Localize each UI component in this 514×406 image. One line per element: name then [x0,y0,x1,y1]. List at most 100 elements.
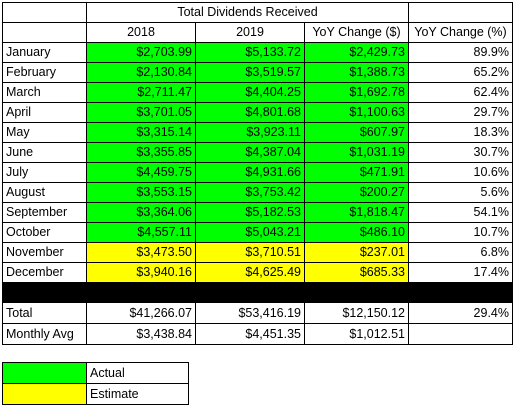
percent-cell: 30.7% [408,142,513,163]
separator-cell [304,282,409,303]
value-cell-y2019: $5,043.21 [195,222,305,243]
value-cell-chg: $2,429.73 [304,42,409,63]
monthly-avg-row: Monthly Avg $3,438.84 $4,451.35 $1,012.51 [2,323,513,345]
table-row: December $3,940.16 $4,625.49 $685.33 17.4% [2,262,513,283]
percent-cell: 89.9% [408,42,513,63]
table-row: January $2,703.99 $5,133.72 $2,429.73 89.9% [2,42,513,63]
percent-cell: 17.4% [408,262,513,283]
value-cell-chg: $1,100.63 [304,102,409,123]
month-cell: April [2,102,87,123]
value-cell-y2019: $5,133.72 [195,42,305,63]
table-row: July $4,459.75 $4,931.66 $471.91 10.6% [2,162,513,183]
value-cell-y2018: $3,940.16 [86,262,196,283]
table-row: November $3,473.50 $3,710.51 $237.01 6.8% [2,242,513,263]
percent-cell: 10.6% [408,162,513,183]
percent-cell: 54.1% [408,202,513,223]
header-yoy-percent: YoY Change (%) [408,22,513,43]
percent-cell: 62.4% [408,82,513,103]
month-cell: September [2,202,87,223]
value-cell-y2018: $4,557.11 [86,222,196,243]
legend-swatch-estimate [2,383,87,405]
value-cell-y2019: $3,710.51 [195,242,305,263]
value-cell-y2018: $3,701.05 [86,102,196,123]
separator-row [2,282,513,303]
total-row-yoy-dollar: $12,150.12 [304,302,409,324]
value-cell-y2018: $3,355.85 [86,142,196,163]
value-cell-y2019: $5,182.53 [195,202,305,223]
separator-cell [408,282,513,303]
value-cell-y2018: $2,703.99 [86,42,196,63]
value-cell-chg: $1,031.19 [304,142,409,163]
value-cell-chg: $200.27 [304,182,409,203]
separator-cell [86,282,196,303]
month-cell: May [2,122,87,143]
table-row: August $3,553.15 $3,753.42 $200.27 5.6% [2,182,513,203]
value-cell-y2018: $3,315.14 [86,122,196,143]
value-cell-y2019: $4,801.68 [195,102,305,123]
month-cell: October [2,222,87,243]
value-cell-y2018: $3,553.15 [86,182,196,203]
value-cell-y2018: $2,711.47 [86,82,196,103]
percent-cell: 5.6% [408,182,513,203]
dividends-table: Total Dividends Received 2018 2019 YoY C… [2,2,513,345]
monthly-avg-row-yoy-dollar: $1,012.51 [304,323,409,345]
month-cell: July [2,162,87,183]
title-row: Total Dividends Received [2,2,513,23]
header-row: 2018 2019 YoY Change ($) YoY Change (%) [2,22,513,43]
table-row: September $3,364.06 $5,182.53 $1,818.47 54.1… [2,202,513,223]
value-cell-y2019: $4,625.49 [195,262,305,283]
monthly-avg-row-yoy-percent [408,323,513,345]
value-cell-chg: $471.91 [304,162,409,183]
month-cell: December [2,262,87,283]
table-row: October $4,557.11 $5,043.21 $486.10 10.7% [2,222,513,243]
value-cell-y2018: $3,364.06 [86,202,196,223]
legend-table: Actual Estimate [2,362,189,405]
total-row: Total $41,266.07 $53,416.19 $12,150.12 29.4% [2,302,513,324]
value-cell-y2019: $3,519.57 [195,62,305,83]
month-cell: August [2,182,87,203]
header-2019: 2019 [195,22,305,43]
total-row-label: Total [2,302,87,324]
table-row: April $3,701.05 $4,801.68 $1,100.63 29.7% [2,102,513,123]
month-cell: March [2,82,87,103]
table-row: March $2,711.47 $4,404.25 $1,692.78 62.4% [2,82,513,103]
total-row-2019: $53,416.19 [195,302,305,324]
legend-row: Estimate [2,383,189,405]
value-cell-y2018: $3,473.50 [86,242,196,263]
value-cell-chg: $1,388.73 [304,62,409,83]
monthly-avg-row-2019: $4,451.35 [195,323,305,345]
percent-cell: 10.7% [408,222,513,243]
value-cell-chg: $1,818.47 [304,202,409,223]
monthly-avg-row-label: Monthly Avg [2,323,87,345]
value-cell-chg: $237.01 [304,242,409,263]
legend-label: Actual [86,362,189,384]
percent-cell: 65.2% [408,62,513,83]
separator-cell [2,282,87,303]
month-cell: November [2,242,87,263]
value-cell-y2019: $3,923.11 [195,122,305,143]
table-row: June $3,355.85 $4,387.04 $1,031.19 30.7% [2,142,513,163]
value-cell-y2019: $4,931.66 [195,162,305,183]
separator-cell [195,282,305,303]
legend-label: Estimate [86,383,189,405]
value-cell-chg: $685.33 [304,262,409,283]
percent-cell: 29.7% [408,102,513,123]
value-cell-y2019: $3,753.42 [195,182,305,203]
table-row: February $2,130.84 $3,519.57 $1,388.73 65.2% [2,62,513,83]
value-cell-y2019: $4,404.25 [195,82,305,103]
value-cell-y2018: $2,130.84 [86,62,196,83]
value-cell-y2018: $4,459.75 [86,162,196,183]
value-cell-y2019: $4,387.04 [195,142,305,163]
legend-swatch-actual [2,362,87,384]
value-cell-chg: $1,692.78 [304,82,409,103]
percent-cell: 18.3% [408,122,513,143]
total-row-yoy-percent: 29.4% [408,302,513,324]
value-cell-chg: $486.10 [304,222,409,243]
table-row: May $3,315.14 $3,923.11 $607.97 18.3% [2,122,513,143]
month-cell: June [2,142,87,163]
table-title: Total Dividends Received [86,2,409,23]
month-cell: February [2,62,87,83]
value-cell-chg: $607.97 [304,122,409,143]
total-row-2018: $41,266.07 [86,302,196,324]
percent-cell: 6.8% [408,242,513,263]
